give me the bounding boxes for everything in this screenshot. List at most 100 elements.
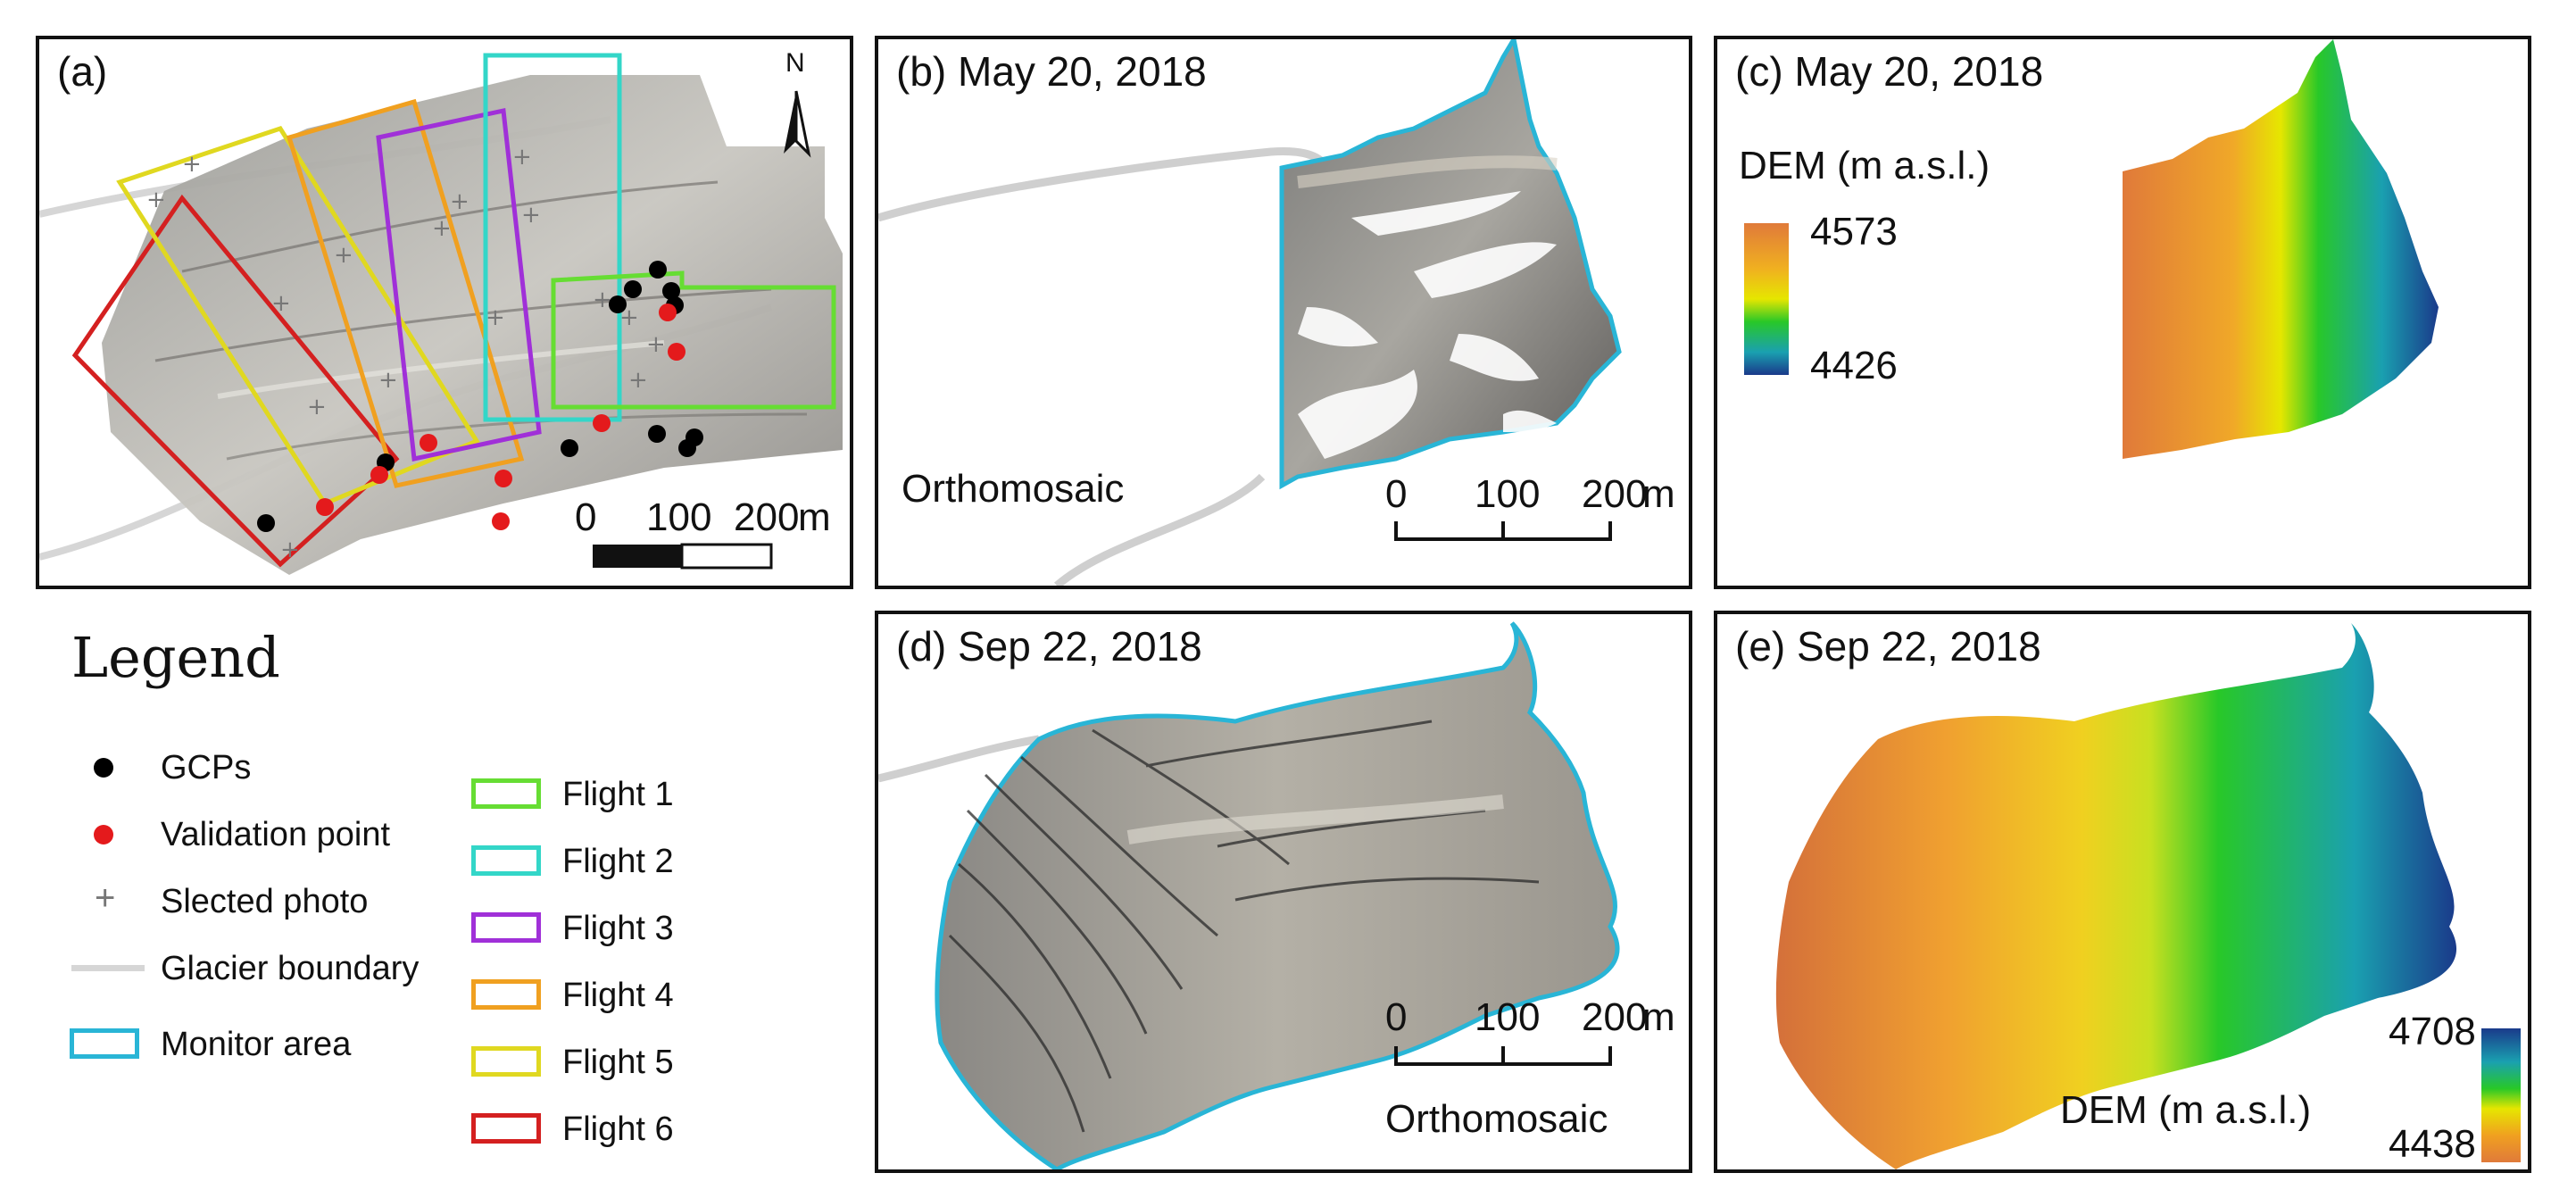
panel-e-legend-min: 4438 xyxy=(2389,1122,2476,1166)
legend-label: Slected photo xyxy=(161,882,369,920)
svg-text:+: + xyxy=(334,242,353,269)
panel-a-scale-tick-100: 100 xyxy=(646,495,712,539)
svg-text:+: + xyxy=(307,394,327,420)
flight-2-footprint xyxy=(483,53,622,422)
flight-5-box-icon xyxy=(464,1036,562,1089)
flight-3-footprint xyxy=(376,107,542,462)
monitor-area-box-icon xyxy=(62,1018,161,1071)
legend-label: Flight 1 xyxy=(562,775,674,813)
svg-text:+: + xyxy=(593,287,612,313)
flight-3-box-icon xyxy=(464,902,562,955)
svg-text:+: + xyxy=(432,215,452,242)
legend-item-flight-3: Flight 3 xyxy=(464,902,674,955)
panel-d-label: (d) Sep 22, 2018 xyxy=(896,623,1202,670)
flight-1-box-icon xyxy=(464,768,562,821)
panel-b-scale-tick-0: 0 xyxy=(1385,472,1408,516)
panel-a-label: (a) xyxy=(57,48,108,95)
svg-text:+: + xyxy=(512,144,532,171)
flight-2-box-icon xyxy=(464,835,562,888)
gcp-markers xyxy=(257,261,703,532)
svg-text:+: + xyxy=(521,202,541,229)
panel-e-dem-sep: (e) Sep 22, 2018 4708 DEM (m a.s.l.) 443… xyxy=(1714,611,2531,1173)
selected-photo-markers: ++++ ++++ ++++ ++++ xyxy=(146,144,666,563)
legend-label: Validation point xyxy=(161,815,391,853)
panel-c-dem-may: (c) May 20, 2018 DEM (m a.s.l.) 4573 442… xyxy=(1714,36,2531,589)
boundary-line-icon xyxy=(62,942,161,995)
north-arrow xyxy=(784,90,811,158)
panel-d-scale-bar xyxy=(1394,1046,1612,1066)
panel-d-scale-unit: m xyxy=(1642,995,1675,1039)
legend-item-flight-5: Flight 5 xyxy=(464,1036,674,1089)
panel-a-scale-tick-0: 0 xyxy=(575,495,597,539)
svg-text:+: + xyxy=(271,290,291,317)
panel-b-scale-unit: m xyxy=(1642,472,1675,516)
dem-sep-color-ramp xyxy=(2481,1028,2521,1162)
panel-d-scale-tick-0: 0 xyxy=(1385,995,1408,1039)
svg-text:+: + xyxy=(646,331,666,358)
legend-item-flight-6: Flight 6 xyxy=(464,1102,674,1156)
legend-item-monitor-area: Monitor area xyxy=(62,1018,351,1071)
svg-text:+: + xyxy=(486,304,505,331)
panel-b-label: (b) May 20, 2018 xyxy=(896,48,1207,95)
legend-item-glacier-boundary: Glacier boundary xyxy=(62,942,419,995)
panel-a-scale-bar xyxy=(593,543,773,570)
flight-4-box-icon xyxy=(464,969,562,1022)
panel-a-scale-tick-200: 200 xyxy=(734,495,800,539)
svg-text:+: + xyxy=(182,151,202,178)
panel-a-scale-unit: m xyxy=(798,495,831,539)
panel-b-orthomosaic-may: (b) May 20, 2018 Orthomosaic 0 100 200 m xyxy=(875,36,1692,589)
legend-title: Legend xyxy=(71,625,280,690)
panel-b-caption: Orthomosaic xyxy=(902,467,1125,511)
gcp-dot-icon xyxy=(62,741,161,795)
panel-b-scale-tick-200: 200 xyxy=(1582,472,1648,516)
validation-dot-icon xyxy=(62,808,161,861)
orthomosaic-sep-canvas xyxy=(878,621,1620,1169)
flight-1-footprint xyxy=(551,270,836,410)
map-legend: Legend GCPs Validation point + Slected p… xyxy=(36,625,857,1178)
monitor-area-sep xyxy=(935,621,1620,1169)
panel-c-label: (c) May 20, 2018 xyxy=(1735,48,2044,95)
panel-a-overview-map: + + + + + + + + + + + + + + + + (a) N 0 1 xyxy=(36,36,853,589)
panel-d-scale-tick-200: 200 xyxy=(1582,995,1648,1039)
legend-item-gcps: GCPs xyxy=(62,741,251,795)
overview-orthomosaic xyxy=(102,75,843,575)
flight-5-footprint xyxy=(116,126,480,507)
svg-text:+: + xyxy=(628,367,648,394)
panel-e-legend-title: DEM (m a.s.l.) xyxy=(2060,1088,2312,1132)
legend-label: Flight 6 xyxy=(562,1110,674,1148)
overview-map-canvas: ++++ ++++ ++++ ++++ xyxy=(39,53,843,575)
north-label: N xyxy=(785,48,805,78)
panel-b-scale-bar xyxy=(1394,521,1612,541)
panel-c-legend-min: 4426 xyxy=(1810,344,1898,387)
legend-label: Flight 3 xyxy=(562,909,674,947)
legend-item-flight-2: Flight 2 xyxy=(464,835,674,888)
dem-may-surface xyxy=(2123,39,2439,459)
plus-marker-icon: + xyxy=(95,878,116,918)
glacier-boundary-line xyxy=(878,735,1040,783)
glacier-boundary-line xyxy=(878,147,1328,586)
panel-c-legend-max: 4573 xyxy=(1810,210,1898,254)
panel-d-scale-tick-100: 100 xyxy=(1475,995,1541,1039)
dem-sep-canvas xyxy=(1775,623,2521,1169)
legend-label: Monitor area xyxy=(161,1025,352,1063)
validation-point-markers xyxy=(316,304,686,530)
svg-text:+: + xyxy=(280,537,300,563)
legend-item-validation-point: Validation point xyxy=(62,808,390,861)
svg-text:+: + xyxy=(146,187,166,213)
dem-may-canvas xyxy=(1744,39,2439,459)
legend-label: GCPs xyxy=(161,748,252,786)
svg-text:+: + xyxy=(619,304,639,331)
svg-text:+: + xyxy=(378,367,398,394)
legend-item-flight-1: Flight 1 xyxy=(464,768,674,821)
svg-text:+: + xyxy=(450,188,469,215)
legend-label: Flight 2 xyxy=(562,842,674,880)
legend-item-selected-photo: + Slected photo xyxy=(62,875,368,928)
dem-sep-surface xyxy=(1775,623,2457,1169)
legend-label: Flight 5 xyxy=(562,1043,674,1081)
legend-item-flight-4: Flight 4 xyxy=(464,969,674,1022)
orthomosaic-may-canvas xyxy=(878,39,1622,586)
legend-label: Flight 4 xyxy=(562,976,674,1014)
panel-d-orthomosaic-sep: (d) Sep 22, 2018 Orthomosaic 0 100 200 m xyxy=(875,611,1692,1173)
dem-may-color-ramp xyxy=(1744,223,1789,375)
legend-label: Glacier boundary xyxy=(161,949,420,987)
